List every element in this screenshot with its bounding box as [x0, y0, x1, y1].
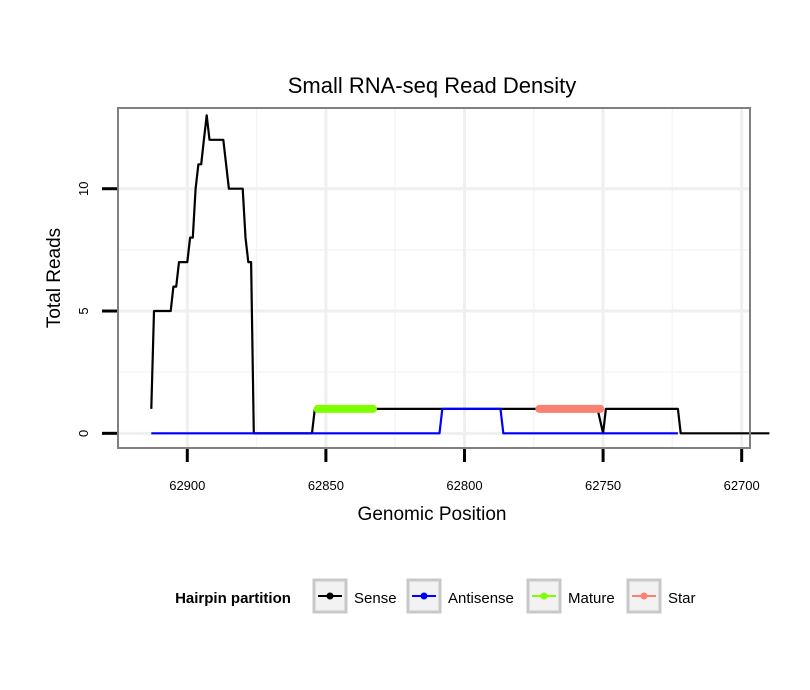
x-tick-label: 62900: [169, 478, 205, 493]
series-line-antisense: [151, 407, 678, 435]
legend-marker-sense: [326, 592, 334, 600]
legend: Hairpin partition Sense Antisense Mature St…: [175, 578, 696, 614]
legend-label-antisense: Antisense: [448, 590, 514, 607]
x-axis-label: Genomic Position: [358, 504, 507, 525]
legend-marker-mature: [540, 592, 548, 600]
legend-marker-antisense: [420, 592, 428, 600]
y-tick-label: 10: [76, 181, 91, 195]
legend-label-mature: Mature: [568, 590, 615, 607]
plot-panel: 62900 62850 62800 62750 62700 0 5 10: [76, 107, 770, 493]
x-tick-label: 62700: [724, 478, 760, 493]
x-tick-label: 62800: [446, 478, 482, 493]
y-axis-label: Total Reads: [44, 228, 65, 328]
x-tick-label: 62750: [585, 478, 621, 493]
panel-border: [117, 107, 751, 449]
legend-label-star: Star: [668, 590, 696, 607]
x-tick-label: 62850: [308, 478, 344, 493]
panel-background: [118, 108, 750, 448]
chart-title: Small RNA-seq Read Density: [288, 73, 577, 98]
y-tick-label: 5: [76, 307, 91, 314]
legend-label-sense: Sense: [354, 590, 397, 607]
legend-marker-star: [640, 592, 648, 600]
legend-title: Hairpin partition: [175, 590, 291, 607]
y-tick-label: 0: [76, 430, 91, 437]
